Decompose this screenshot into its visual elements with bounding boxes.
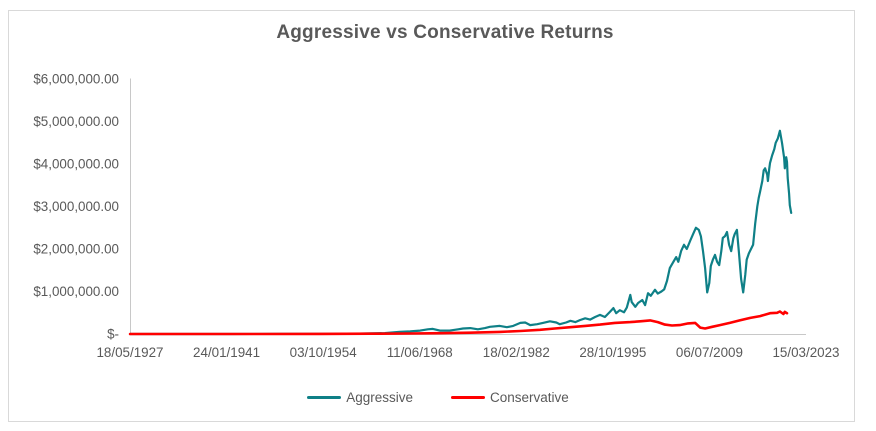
y-tick-label: $4,000,000.00 (33, 157, 119, 172)
legend-label-aggressive: Aggressive (346, 389, 413, 405)
chart-container[interactable] (8, 10, 855, 422)
conservative-line-swatch (451, 395, 485, 399)
x-tick-label: 18/02/1982 (483, 345, 550, 360)
x-tick-label: 18/05/1927 (96, 345, 163, 360)
chart-title: Aggressive vs Conservative Returns (276, 22, 614, 43)
y-tick-label: $3,000,000.00 (33, 199, 119, 214)
aggressive-line-swatch (307, 395, 342, 399)
y-tick-label: $5,000,000.00 (33, 114, 119, 129)
legend: Aggressive Conservative (0, 387, 876, 407)
conservative-line[interactable] (128, 310, 789, 336)
y-tick-label: $- (107, 327, 119, 342)
x-tick-label: 11/06/1968 (387, 345, 453, 360)
aggressive-line[interactable] (129, 129, 793, 336)
x-tick-label: 15/03/2023 (772, 345, 839, 360)
y-tick-label: $1,000,000.00 (33, 284, 119, 299)
legend-label-conservative: Conservative (490, 389, 569, 405)
legend-item-conservative[interactable]: Conservative (451, 390, 569, 405)
y-tick-label: $6,000,000.00 (33, 72, 119, 87)
x-tick-label: 28/10/1995 (579, 345, 646, 360)
x-tick-label: 24/01/1941 (193, 345, 260, 360)
x-tick-label: 03/10/1954 (290, 345, 358, 360)
legend-item-aggressive[interactable]: Aggressive (307, 390, 413, 405)
x-tick-label: 06/07/2009 (676, 345, 743, 360)
y-tick-label: $2,000,000.00 (33, 242, 119, 257)
